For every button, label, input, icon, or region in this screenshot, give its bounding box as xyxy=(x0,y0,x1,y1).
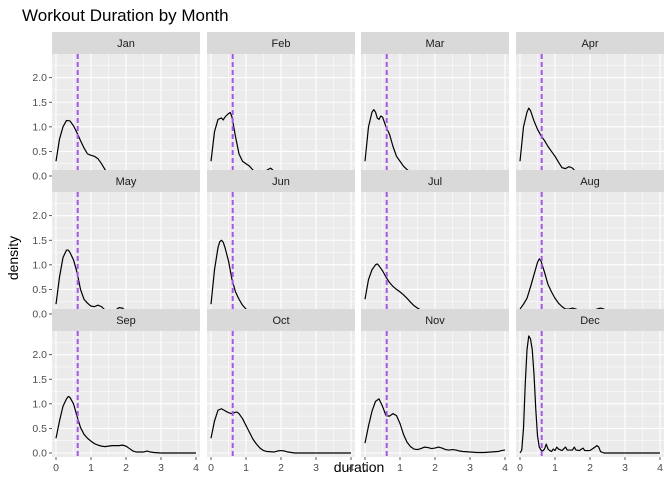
facet-strip-label: Feb xyxy=(272,38,291,50)
x-tick-label: 4 xyxy=(348,462,354,474)
density-line-sep xyxy=(55,395,196,454)
x-tick-label: 2 xyxy=(587,462,593,474)
facet-nov: Nov 0 1 2 3 4 xyxy=(361,309,509,474)
facet-strip-label: Jan xyxy=(117,38,135,50)
facet-strip-label: Aug xyxy=(580,176,600,188)
facet-strip-may xyxy=(52,170,200,192)
facet-strip-jul xyxy=(361,170,509,192)
facet-strip-label: May xyxy=(116,176,137,188)
x-tick-label: 2 xyxy=(123,462,129,474)
x-tick-label: 0 xyxy=(517,462,523,474)
x-tick-label: 4 xyxy=(657,462,663,474)
facet-strip-jan xyxy=(52,32,200,54)
y-tick-label: 0.0 xyxy=(32,309,47,321)
facet-strip-feb xyxy=(207,32,355,54)
facet-may: May 0.0 0.5 1.0 1.5 2.0 xyxy=(32,170,200,321)
x-tick-label: 0 xyxy=(362,462,368,474)
x-tick-label: 3 xyxy=(622,462,628,474)
x-tick-label: 1 xyxy=(397,462,403,474)
y-tick-label: 1.0 xyxy=(32,259,47,271)
facet-strip-label: Dec xyxy=(580,315,600,327)
facets-layer: Jan 0.0 0.5 1.0 1.5 2.0 Feb Mar Apr May 0.0 0.5 1.0 1… xyxy=(32,32,664,474)
y-tick-label: 1.5 xyxy=(32,235,47,247)
facet-strip-label: Apr xyxy=(581,38,598,50)
y-tick-label: 2.0 xyxy=(32,349,47,361)
x-tick-label: 0 xyxy=(208,462,214,474)
x-tick-label: 4 xyxy=(193,462,199,474)
y-tick-label: 0.5 xyxy=(32,423,47,435)
x-tick-label: 3 xyxy=(313,462,319,474)
facet-strip-mar xyxy=(361,32,509,54)
density-line-nov xyxy=(364,398,506,454)
facet-sep: Sep 0.0 0.5 1.0 1.5 2.0 0 1 2 3 4 xyxy=(32,309,200,474)
density-line-dec xyxy=(519,335,660,454)
facet-strip-nov xyxy=(361,309,509,331)
density-line-oct xyxy=(210,408,351,454)
y-tick-label: 1.5 xyxy=(32,97,47,109)
facet-strip-oct xyxy=(207,309,355,331)
y-tick-label: 0.5 xyxy=(32,146,47,158)
x-tick-label: 2 xyxy=(278,462,284,474)
x-tick-label: 4 xyxy=(502,462,508,474)
facet-strip-dec xyxy=(516,309,664,331)
x-tick-label: 1 xyxy=(243,462,249,474)
y-tick-label: 0.0 xyxy=(32,171,47,183)
facet-strip-label: Jul xyxy=(428,176,442,188)
x-tick-label: 1 xyxy=(552,462,558,474)
facet-strip-jun xyxy=(207,170,355,192)
y-axis-title: density xyxy=(5,236,21,280)
facet-strip-label: Jun xyxy=(272,176,290,188)
facet-strip-label: Nov xyxy=(425,315,445,327)
facet-jun: Jun xyxy=(207,170,355,318)
facet-apr: Apr xyxy=(516,32,664,180)
y-tick-label: 2.0 xyxy=(32,210,47,222)
facet-strip-apr xyxy=(516,32,664,54)
x-tick-label: 3 xyxy=(467,462,473,474)
y-tick-label: 0.0 xyxy=(32,448,47,460)
facet-strip-label: Mar xyxy=(426,38,445,50)
facet-strip-label: Sep xyxy=(116,315,136,327)
x-tick-label: 0 xyxy=(53,462,59,474)
facet-oct: Oct 0 1 2 3 4 xyxy=(207,309,355,474)
y-tick-label: 1.5 xyxy=(32,374,47,386)
x-tick-label: 1 xyxy=(88,462,94,474)
chart-title: Workout Duration by Month xyxy=(22,6,229,25)
facet-mar: Mar xyxy=(361,32,509,180)
facet-strip-label: Oct xyxy=(272,315,289,327)
y-tick-label: 1.0 xyxy=(32,398,47,410)
facet-strip-sep xyxy=(52,309,200,331)
facet-jan: Jan 0.0 0.5 1.0 1.5 2.0 xyxy=(32,32,200,183)
y-tick-label: 0.5 xyxy=(32,284,47,296)
facet-jul: Jul xyxy=(361,170,509,318)
x-tick-label: 3 xyxy=(158,462,164,474)
y-tick-label: 1.0 xyxy=(32,121,47,133)
facet-strip-aug xyxy=(516,170,664,192)
facet-aug: Aug xyxy=(516,170,664,318)
x-tick-label: 2 xyxy=(432,462,438,474)
facet-feb: Feb xyxy=(207,32,355,180)
facet-dec: Dec 0 1 2 3 4 xyxy=(516,309,664,474)
y-tick-label: 2.0 xyxy=(32,72,47,84)
x-axis-title: duration xyxy=(334,459,385,475)
